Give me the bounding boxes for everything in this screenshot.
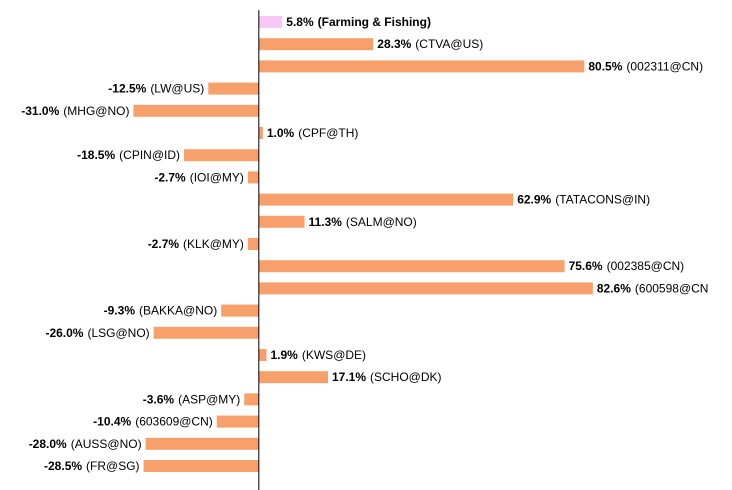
category-label: (SALM@NO): [346, 215, 417, 229]
bar: [221, 304, 259, 317]
category-label: (BAKKA@NO): [139, 304, 217, 318]
category-label: (Farming & Fishing): [318, 15, 431, 29]
value-label: 75.6%: [569, 259, 603, 273]
category-label: (KLK@MY): [183, 237, 244, 251]
category-label: (600598@CN: [635, 282, 709, 296]
bar: [258, 127, 263, 139]
category-label: (002385@CN): [607, 259, 685, 273]
value-label: -3.6%: [143, 393, 175, 407]
category-label: (LSG@NO): [87, 326, 149, 340]
bar: [258, 349, 267, 361]
category-label: (CTVA@US): [415, 37, 483, 51]
data-label: 75.6% (002385@CN): [569, 259, 685, 273]
data-label: -10.4% (603609@CN): [93, 415, 213, 429]
category-label: (ASP@MY): [178, 393, 240, 407]
data-label: -12.5% (LW@US): [108, 82, 204, 96]
value-label: 5.8%: [286, 15, 314, 29]
category-label: (CPIN@ID): [119, 148, 180, 162]
data-label: 17.1% (SCHO@DK): [332, 370, 442, 384]
data-label: 11.3% (SALM@NO): [309, 215, 417, 229]
bar: [258, 282, 593, 295]
bar: [258, 371, 328, 384]
value-label: -10.4%: [93, 415, 131, 429]
category-label: (002311@CN): [626, 60, 703, 74]
bar: [143, 460, 259, 472]
value-label: -31.0%: [21, 104, 59, 118]
value-label: 82.6%: [597, 282, 631, 296]
bar: [247, 171, 259, 184]
value-label: 11.3%: [309, 215, 343, 229]
category-label: (CPF@TH): [298, 126, 358, 140]
data-label: -2.7% (IOI@MY): [154, 171, 244, 185]
category-label: (TATACONS@IN): [555, 193, 650, 207]
data-label: -18.5% (CPIN@ID): [77, 148, 180, 162]
category-label: (603609@CN): [135, 415, 213, 429]
value-label: -26.0%: [45, 326, 83, 340]
value-label: 17.1%: [332, 370, 366, 384]
value-label: 28.3%: [377, 37, 411, 51]
bar: [258, 60, 585, 73]
value-label: -12.5%: [108, 82, 146, 96]
bar: [244, 393, 259, 406]
value-label: 1.9%: [271, 348, 299, 362]
value-label: -28.5%: [44, 459, 82, 473]
data-label: 5.8% (Farming & Fishing): [286, 15, 431, 29]
value-label: -9.3%: [104, 304, 136, 318]
bar: [184, 149, 259, 162]
data-label: 80.5% (002311@CN): [588, 60, 703, 74]
data-label: -2.7% (KLK@MY): [148, 237, 244, 251]
category-label: (MHG@NO): [63, 104, 129, 118]
bar: [153, 326, 259, 339]
value-label: -2.7%: [154, 171, 186, 185]
data-label: 28.3% (CTVA@US): [377, 37, 483, 51]
bar: [258, 260, 565, 273]
data-label: -26.0% (LSG@NO): [45, 326, 149, 340]
data-label: -28.0% (AUSS@NO): [29, 437, 142, 451]
category-label: (KWS@DE): [302, 348, 366, 362]
data-label: -28.5% (FR@SG): [44, 459, 140, 473]
bar: [258, 215, 305, 228]
value-label: -2.7%: [148, 237, 180, 251]
category-label: (IOI@MY): [190, 171, 244, 185]
category-label: (AUSS@NO): [71, 437, 142, 451]
category-label: (SCHO@DK): [370, 370, 442, 384]
bar: [145, 437, 259, 450]
data-label: -9.3% (BAKKA@NO): [104, 304, 218, 318]
data-label: 1.0% (CPF@TH): [267, 126, 359, 140]
bar: [258, 38, 374, 51]
value-label: 1.0%: [267, 126, 295, 140]
bar: [258, 193, 514, 206]
data-label: -31.0% (MHG@NO): [21, 104, 129, 118]
data-label: 82.6% (600598@CN: [597, 282, 709, 296]
bar: [133, 104, 259, 117]
value-label: -28.0%: [29, 437, 67, 451]
data-label: -3.6% (ASP@MY): [143, 393, 241, 407]
bar: [247, 238, 259, 250]
category-label: (FR@SG): [86, 459, 140, 473]
data-label: 62.9% (TATACONS@IN): [517, 193, 650, 207]
bar: [216, 415, 259, 428]
category-label: (LW@US): [150, 82, 204, 96]
data-label: 1.9% (KWS@DE): [271, 348, 367, 362]
value-label: -18.5%: [77, 148, 115, 162]
value-label: 62.9%: [517, 193, 551, 207]
bar: [258, 16, 283, 28]
value-label: 80.5%: [588, 60, 622, 74]
bar: [208, 82, 259, 95]
